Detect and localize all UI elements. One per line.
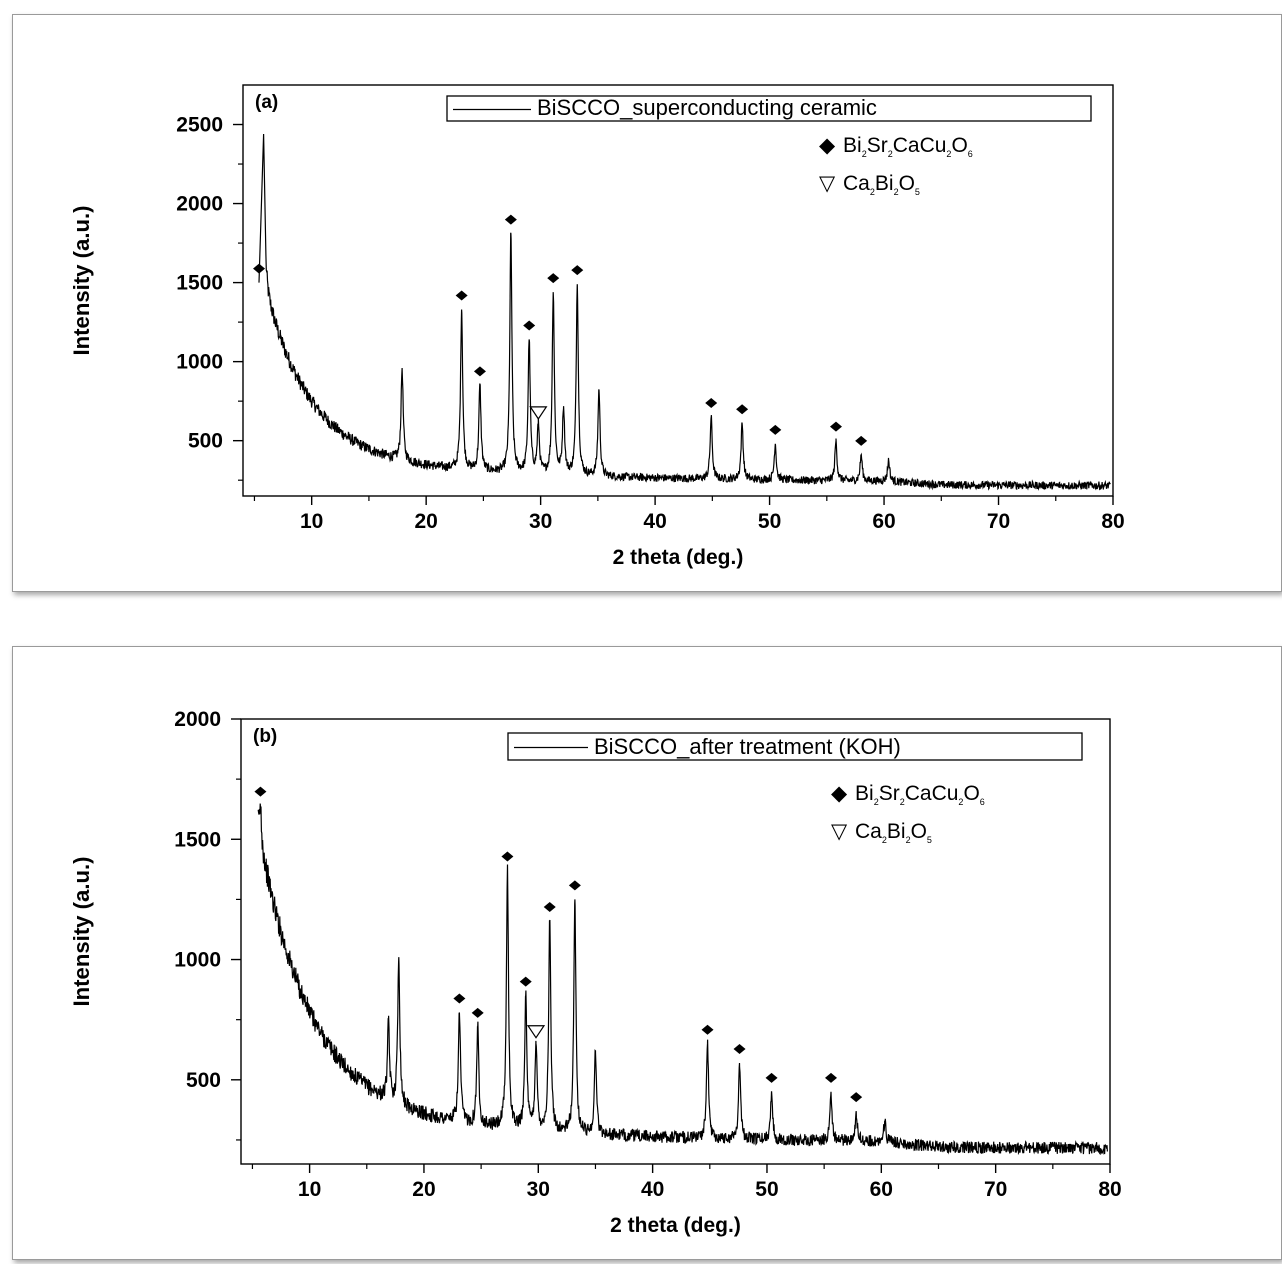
xrd-chart-a: 500 1000 1500 2000 2500 10 20 30 40 50 60 70 80 2 the… bbox=[69, 84, 1125, 569]
x-tick-label: 20 bbox=[412, 1178, 435, 1201]
legend-label: BiSCCO_after treatment (KOH) bbox=[594, 734, 901, 759]
x-tick-label: 80 bbox=[1098, 1178, 1121, 1201]
peak-diamond-marker bbox=[701, 1024, 714, 1035]
triangle-legend-icon: ▽ bbox=[819, 172, 836, 195]
peak-diamond-marker bbox=[253, 263, 266, 274]
legend-box bbox=[507, 732, 1083, 761]
x-tick-label: 40 bbox=[643, 510, 666, 533]
x-tick-label: 10 bbox=[300, 510, 323, 533]
y-tick-label: 500 bbox=[186, 1069, 221, 1092]
x-tick-label: 70 bbox=[987, 510, 1010, 533]
x-tick-label: 20 bbox=[414, 510, 437, 533]
y-tick-label: 1000 bbox=[176, 351, 223, 374]
peak-diamond-marker bbox=[547, 273, 560, 284]
x-tick-label: 10 bbox=[298, 1178, 321, 1201]
x-tick-label: 50 bbox=[758, 510, 781, 533]
xrd-pattern-line bbox=[258, 133, 1111, 491]
triangle-legend-icon: ▽ bbox=[831, 820, 848, 843]
peak-diamond-marker bbox=[471, 1007, 484, 1018]
y-axis-title: Intensity (a.u.) bbox=[69, 206, 94, 356]
peak-diamond-marker bbox=[829, 421, 842, 432]
diamond-legend-icon: ◆ bbox=[831, 782, 848, 805]
legend-label: BiSCCO_superconducting ceramic bbox=[537, 95, 877, 120]
chart-panel-b: 500 1000 1500 2000 10 20 30 40 50 60 70 80 2 theta (… bbox=[12, 646, 1282, 1260]
y-tick-label: 1000 bbox=[174, 949, 221, 972]
peak-diamond-marker bbox=[453, 993, 466, 1004]
x-tick-label: 30 bbox=[529, 510, 552, 533]
y-tick-label: 1500 bbox=[176, 272, 223, 295]
x-tick-label: 70 bbox=[984, 1178, 1007, 1201]
peak-diamond-marker bbox=[733, 1043, 746, 1054]
peak-diamond-marker bbox=[504, 214, 517, 225]
phase-label-ca2bi2o5: Ca2Bi2O5 bbox=[855, 820, 932, 845]
x-tick-label: 60 bbox=[870, 1178, 893, 1201]
x-tick-label: 30 bbox=[527, 1178, 550, 1201]
x-axis-title: 2 theta (deg.) bbox=[613, 546, 744, 569]
peak-diamond-marker bbox=[519, 976, 532, 987]
peak-diamond-marker bbox=[850, 1092, 863, 1103]
x-tick-label: 80 bbox=[1101, 510, 1124, 533]
y-tick-label: 2000 bbox=[176, 193, 223, 216]
x-axis-title: 2 theta (deg.) bbox=[610, 1214, 741, 1237]
legend-box bbox=[446, 95, 1092, 122]
xrd-chart-b: 500 1000 1500 2000 10 20 30 40 50 60 70 80 2 theta (… bbox=[69, 708, 1122, 1237]
panel-label: (a) bbox=[255, 92, 278, 113]
peak-diamond-marker bbox=[568, 880, 581, 891]
plot-frame bbox=[240, 718, 1111, 1165]
xrd-pattern-line bbox=[257, 803, 1108, 1156]
peak-diamond-marker bbox=[825, 1072, 838, 1083]
peak-diamond-marker bbox=[571, 265, 584, 276]
diamond-legend-icon: ◆ bbox=[819, 134, 836, 157]
plot-frame bbox=[242, 84, 1114, 497]
chart-panel-a: 500 1000 1500 2000 2500 10 20 30 40 50 60 70 80 2 the… bbox=[12, 14, 1282, 592]
peak-diamond-marker bbox=[254, 786, 267, 797]
phase-label-bi2sr2cacu2o6: Bi2Sr2CaCu2O6 bbox=[843, 134, 973, 159]
peak-diamond-marker bbox=[455, 290, 468, 301]
x-tick-label: 40 bbox=[641, 1178, 664, 1201]
peak-diamond-marker bbox=[705, 397, 718, 408]
peak-diamond-marker bbox=[736, 404, 749, 415]
phase-label-bi2sr2cacu2o6: Bi2Sr2CaCu2O6 bbox=[855, 782, 985, 807]
x-tick-label: 60 bbox=[872, 510, 895, 533]
peak-diamond-marker bbox=[473, 366, 486, 377]
peak-triangle-marker bbox=[526, 1025, 546, 1039]
peak-triangle-marker bbox=[529, 406, 548, 420]
y-tick-label: 500 bbox=[188, 430, 223, 453]
peak-diamond-marker bbox=[523, 320, 536, 331]
panel-label: (b) bbox=[253, 726, 277, 747]
peak-diamond-marker bbox=[765, 1072, 778, 1083]
y-tick-label: 2000 bbox=[174, 708, 221, 731]
phase-label-ca2bi2o5: Ca2Bi2O5 bbox=[843, 172, 920, 197]
peak-diamond-marker bbox=[501, 851, 514, 862]
peak-diamond-marker bbox=[855, 435, 868, 446]
peak-diamond-marker bbox=[543, 902, 556, 913]
peak-diamond-marker bbox=[769, 424, 782, 435]
y-axis-title: Intensity (a.u.) bbox=[69, 857, 94, 1007]
y-tick-label: 1500 bbox=[174, 828, 221, 851]
y-tick-label: 2500 bbox=[176, 114, 223, 137]
x-tick-label: 50 bbox=[755, 1178, 778, 1201]
